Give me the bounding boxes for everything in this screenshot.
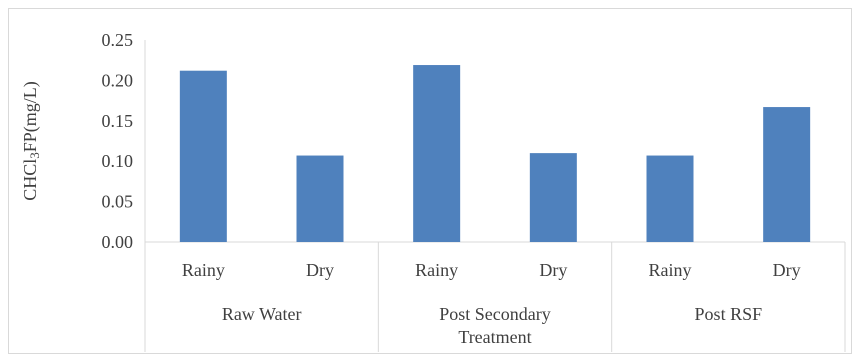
bar (413, 65, 461, 242)
bars (179, 65, 811, 243)
y-axis-title-subscript: 3 (27, 152, 42, 159)
x-group-label: Post RSF (695, 304, 763, 324)
axes (144, 40, 845, 243)
bar (529, 153, 577, 242)
group-separators (144, 242, 846, 352)
x-group-labels: Raw Water Post Secondary Treatment Post RSF (222, 304, 762, 347)
x-category-label: Dry (306, 260, 334, 280)
y-axis-title: CHCl3FP(mg/L) (20, 81, 42, 201)
x-group-label: Treatment (458, 327, 531, 347)
y-tick-label: 0.20 (102, 70, 134, 90)
bar (296, 155, 344, 242)
y-tick-label: 0.15 (102, 111, 134, 131)
y-tick-labels: 0.00 0.05 0.10 0.15 0.20 0.25 (102, 30, 134, 252)
y-tick-label: 0.05 (102, 192, 134, 212)
y-tick-label: 0.10 (102, 151, 134, 171)
y-tick-label: 0.00 (102, 232, 134, 252)
x-category-label: Rainy (182, 260, 225, 280)
y-tick-label: 0.25 (102, 30, 134, 50)
x-category-labels: Rainy Dry Rainy Dry Rainy Dry (182, 260, 801, 280)
bar (763, 107, 811, 243)
y-axis-title-unit: FP(mg/L) (20, 81, 41, 152)
x-group-label: Raw Water (222, 304, 302, 324)
y-axis-title-base: CHCl (20, 159, 40, 201)
x-group-label: Post Secondary (439, 304, 551, 324)
bar (646, 155, 694, 242)
x-category-label: Rainy (649, 260, 692, 280)
bar (179, 70, 227, 242)
x-category-label: Dry (539, 260, 567, 280)
x-category-label: Dry (773, 260, 801, 280)
x-category-label: Rainy (415, 260, 458, 280)
